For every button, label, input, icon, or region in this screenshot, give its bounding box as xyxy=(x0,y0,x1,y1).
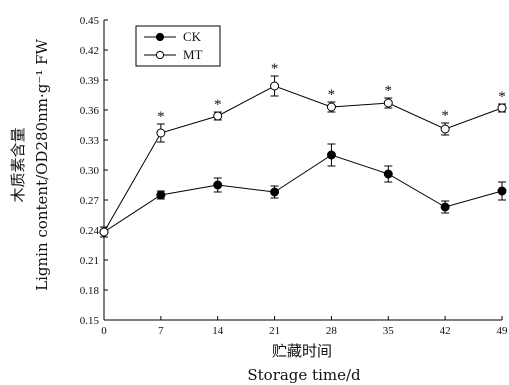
legend: CK MT xyxy=(135,25,221,67)
y-tick-label: 0.30 xyxy=(80,165,100,177)
data-point-mt xyxy=(383,98,393,108)
legend-ck-label: CK xyxy=(183,29,202,44)
significance-star: * xyxy=(385,83,393,99)
data-point-mt xyxy=(497,103,507,113)
y-tick-label: 0.36 xyxy=(80,105,100,117)
legend-box xyxy=(135,25,221,67)
significance-star: * xyxy=(328,87,336,103)
significance-star: * xyxy=(498,89,506,105)
x-tick-label: 7 xyxy=(158,325,164,337)
y-tick-label: 0.39 xyxy=(80,75,100,87)
significance-star: * xyxy=(271,61,279,77)
x-tick-label: 49 xyxy=(497,325,509,337)
x-axis-label-cn: 贮藏时间 xyxy=(272,342,332,360)
y-tick-label: 0.45 xyxy=(80,15,100,27)
significance-star: * xyxy=(157,109,165,125)
data-point-ck xyxy=(440,202,450,212)
data-point-ck xyxy=(213,180,223,190)
legend-mt-marker xyxy=(155,50,165,60)
y-tick-label: 0.24 xyxy=(80,225,100,237)
x-tick-label: 42 xyxy=(440,325,451,337)
x-tick-label: 14 xyxy=(212,325,224,337)
data-point-mt xyxy=(156,128,166,138)
x-tick-label: 21 xyxy=(269,325,280,337)
y-axis-label-cn: 木质素含量 xyxy=(9,127,27,202)
y-tick-label: 0.27 xyxy=(80,195,100,207)
data-point-ck xyxy=(326,150,336,160)
axes-group: 0.15 0.18 0.21 0.24 0.27 0.30 0.33 0.36 0.39 0.42… xyxy=(80,15,508,337)
data-point-mt xyxy=(326,102,336,112)
y-tick-label: 0.18 xyxy=(80,285,100,297)
data-point-mt xyxy=(440,124,450,134)
legend-mt-label: MT xyxy=(183,47,203,62)
data-point-ck xyxy=(270,187,280,197)
data-point-mt xyxy=(270,81,280,91)
y-tick-label: 0.33 xyxy=(80,135,100,147)
x-tick-label: 28 xyxy=(326,325,338,337)
y-tick-label: 0.42 xyxy=(80,45,99,57)
significance-star: * xyxy=(214,97,222,113)
data-point-ck xyxy=(497,186,507,196)
data-point-mt xyxy=(99,227,109,237)
x-tick-label: 35 xyxy=(383,325,395,337)
data-point-mt xyxy=(213,111,223,121)
y-axis-label-en: Lignin content/OD280nm·g⁻¹ FW xyxy=(33,39,51,291)
x-axis-label-en: Storage time/d xyxy=(247,366,361,384)
series-line-ck xyxy=(103,154,503,233)
legend-ck-marker xyxy=(155,32,165,42)
y-tick-label: 0.15 xyxy=(80,315,100,327)
y-tick-label: 0.21 xyxy=(80,255,99,267)
data-point-ck xyxy=(156,190,166,200)
significance-star: * xyxy=(441,108,449,124)
series-line-mt xyxy=(103,85,503,233)
data-point-ck xyxy=(383,169,393,179)
x-tick-label: 0 xyxy=(101,325,107,337)
series-group: * * * * * * * xyxy=(99,61,507,238)
